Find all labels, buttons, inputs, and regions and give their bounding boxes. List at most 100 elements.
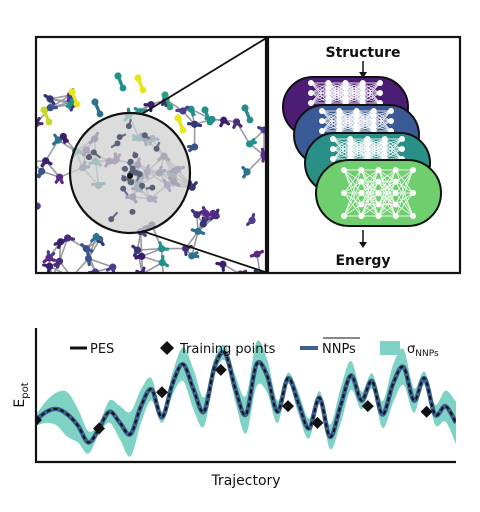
network-node — [341, 190, 347, 196]
network-edge — [384, 148, 403, 160]
bond — [241, 165, 249, 174]
network-node — [377, 90, 383, 96]
bond — [239, 272, 242, 273]
inner-atom — [127, 158, 134, 165]
bond — [37, 169, 44, 179]
network-node — [325, 85, 332, 91]
network-node — [353, 113, 360, 119]
legend-training-label: Training points — [179, 342, 276, 357]
network-edge — [378, 204, 396, 217]
network-node — [342, 90, 349, 96]
network-edge — [384, 138, 403, 150]
network-node — [342, 85, 349, 91]
network-edge — [338, 110, 357, 132]
network-node — [399, 136, 405, 142]
network-edge — [378, 192, 397, 217]
network-node — [388, 108, 394, 114]
bond — [86, 251, 91, 261]
network-node — [347, 141, 354, 147]
network-node — [370, 113, 377, 119]
network-edge — [327, 82, 346, 99]
network-edge — [360, 169, 379, 205]
network-node — [336, 108, 343, 114]
bond — [257, 125, 266, 132]
bond — [247, 138, 256, 146]
network-edge — [362, 82, 381, 94]
bond — [69, 102, 75, 112]
training-point — [214, 363, 227, 376]
network-edge — [332, 138, 351, 150]
network-edge — [339, 120, 357, 132]
network-node — [364, 141, 371, 147]
network-edge — [327, 87, 346, 104]
network-node — [359, 80, 366, 86]
inner-atom — [122, 165, 129, 172]
inner-atom — [129, 208, 136, 215]
network-edge — [310, 87, 329, 104]
network-node — [319, 108, 325, 114]
training-points — [36, 363, 433, 435]
network-edge — [338, 110, 357, 127]
plot-axes — [34, 328, 456, 464]
bond — [132, 248, 140, 257]
network-edge — [349, 138, 368, 155]
surface-atom — [139, 86, 147, 94]
network-edge — [349, 138, 368, 160]
network-node — [342, 95, 349, 101]
bond — [88, 257, 114, 268]
zoom-line-bottom — [141, 230, 269, 274]
surface-atom — [174, 114, 182, 122]
pes-line — [36, 351, 456, 444]
network-node — [370, 123, 377, 129]
central-atom — [127, 173, 133, 179]
network-node — [370, 108, 377, 114]
bond — [190, 254, 200, 259]
network-node — [330, 146, 336, 152]
bond — [84, 247, 94, 253]
network-edge — [349, 143, 368, 160]
network-node — [336, 118, 343, 124]
network-edge — [356, 110, 374, 122]
network-edge — [367, 138, 386, 160]
network-node — [358, 190, 365, 196]
network-edge — [360, 169, 379, 194]
atom — [160, 275, 167, 282]
surface-atom — [114, 72, 122, 80]
network-node — [359, 85, 366, 91]
inner-atom — [127, 178, 134, 185]
bond — [49, 265, 65, 273]
surface-atom — [96, 110, 104, 118]
inner-atom — [141, 132, 148, 139]
network-edge — [343, 169, 362, 217]
network-edge — [384, 138, 403, 155]
network-edge — [321, 120, 340, 132]
zoom-line-top — [141, 36, 269, 115]
bond — [191, 231, 199, 257]
bond — [66, 236, 76, 241]
network-edge — [362, 92, 381, 104]
surface-atom — [201, 106, 209, 114]
inner-atom — [139, 182, 146, 189]
legend-sigma-label: σNNPs — [407, 342, 439, 359]
bond — [72, 277, 78, 279]
bond — [249, 252, 259, 258]
bond — [164, 277, 170, 278]
bond — [181, 105, 190, 113]
training-point — [36, 414, 42, 427]
network-edge — [310, 82, 329, 94]
network-edge — [328, 82, 346, 94]
network-node — [325, 90, 332, 96]
network-node — [336, 123, 343, 129]
bond — [159, 247, 170, 251]
network-edge — [321, 110, 340, 132]
network-node — [325, 80, 332, 86]
network-edge — [343, 169, 362, 194]
bond — [28, 231, 33, 235]
bond — [67, 100, 73, 110]
network-stack — [282, 76, 442, 227]
network-node — [364, 146, 371, 152]
network-node — [364, 151, 371, 157]
bond — [74, 258, 90, 273]
network-node — [341, 213, 347, 219]
